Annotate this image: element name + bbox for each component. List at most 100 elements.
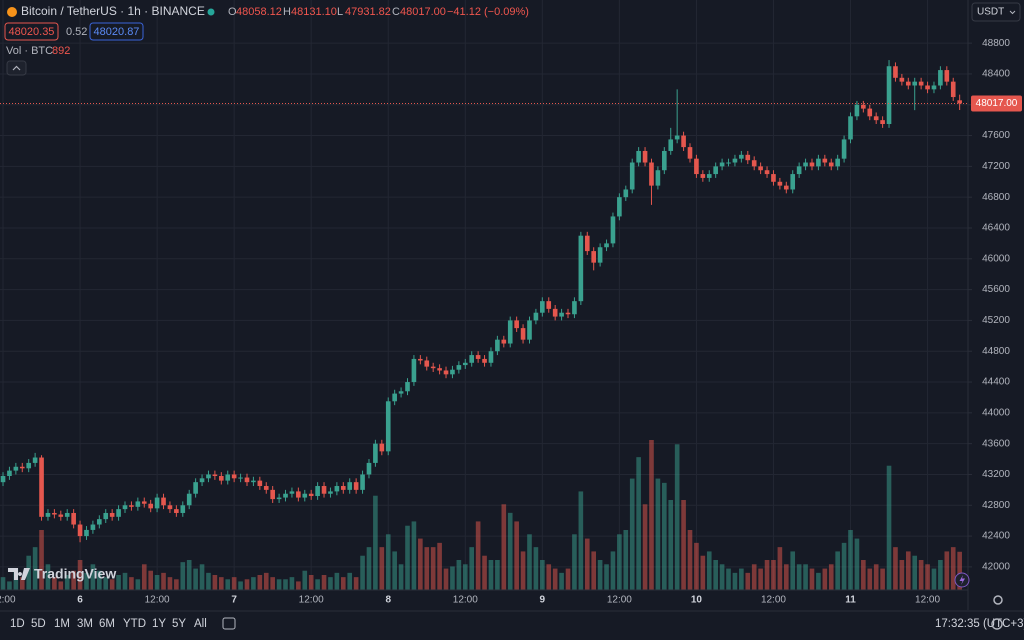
candle-body — [77, 524, 83, 537]
volume-bar — [174, 579, 179, 590]
volume-bar — [739, 568, 744, 590]
volume-bar — [90, 564, 96, 590]
timeframe-button[interactable]: 1M — [54, 618, 70, 630]
candle-body — [694, 158, 699, 175]
candle-body — [13, 466, 19, 471]
y-tick-label: 48800 — [982, 38, 1010, 49]
date-range-button[interactable] — [222, 617, 236, 630]
y-tick-label: 42000 — [982, 562, 1010, 573]
volume-bar — [58, 581, 64, 590]
candle-body — [19, 466, 25, 469]
candle-body — [828, 162, 834, 167]
clock[interactable]: 17:32:35 (UTC+3) — [935, 618, 1024, 630]
volume-bar — [918, 560, 924, 590]
ohlc-key: L — [337, 6, 343, 18]
timeframe-button[interactable]: 1Y — [152, 618, 166, 630]
volume-bar — [629, 478, 635, 590]
candle-body — [225, 474, 231, 481]
bid-price[interactable]: 48020.35 — [9, 26, 55, 38]
candle-body — [97, 519, 102, 525]
volume-bar — [501, 504, 507, 590]
volume-bar — [617, 534, 622, 590]
candle-body — [803, 162, 808, 167]
x-tick-label: 12:00 — [299, 595, 324, 606]
volume-bar — [604, 564, 609, 590]
market-status[interactable] — [207, 8, 215, 16]
volume-bar — [430, 547, 436, 590]
volume-bar — [308, 575, 314, 590]
volume-bar — [116, 575, 121, 590]
volume-bar — [848, 530, 853, 590]
settings-button[interactable] — [993, 595, 1003, 605]
candle-body — [886, 66, 892, 125]
timeframe-button[interactable]: All — [194, 618, 207, 630]
timeframe-button[interactable]: 5D — [31, 618, 46, 630]
volume-bar — [488, 560, 494, 590]
candle-body — [944, 70, 950, 82]
x-tick-label: 12:00 — [145, 595, 170, 606]
candle-body — [623, 189, 629, 198]
candle-body — [597, 247, 603, 263]
timeframe-button[interactable]: 3M — [77, 618, 93, 630]
candle-body — [700, 174, 706, 178]
volume-bar — [97, 570, 102, 590]
volume-bar — [418, 538, 423, 590]
candle-body — [161, 497, 166, 506]
volume-label: Vol · BTC — [6, 45, 53, 57]
candle-body — [276, 497, 282, 500]
candle-body — [726, 162, 731, 164]
candle-body — [135, 501, 141, 507]
candle-body — [263, 486, 269, 490]
candle-body — [771, 174, 776, 182]
candle-body — [45, 512, 51, 517]
candle-body — [366, 462, 372, 475]
currency[interactable]: USDT — [977, 7, 1004, 18]
ask-price[interactable]: 48020.87 — [94, 26, 140, 38]
volume-bar — [148, 570, 153, 590]
candle-body — [514, 320, 519, 329]
candle-body — [777, 181, 783, 186]
ohlc-key: H — [283, 6, 291, 18]
volume-bar — [719, 564, 725, 590]
volume-bar — [809, 568, 815, 590]
y-tick-label: 42400 — [982, 531, 1010, 542]
timeframe-button[interactable]: 6M — [99, 618, 115, 630]
volume-bar — [328, 577, 333, 590]
collapse-button[interactable] — [6, 60, 27, 76]
ohlc-value: 47931.82 — [345, 6, 391, 18]
currency-select[interactable] — [971, 2, 1021, 22]
candle-body — [212, 474, 218, 477]
candle-body — [360, 474, 365, 490]
timeframe-button[interactable]: 5Y — [172, 618, 186, 630]
candle-body — [379, 443, 385, 452]
volume-bar — [77, 560, 83, 590]
logo-text[interactable]: TradingView — [34, 566, 116, 582]
candle-body — [950, 81, 956, 98]
volume-bar — [925, 564, 930, 590]
y-tick-label: 43200 — [982, 469, 1010, 480]
timeframe-button[interactable]: 1D — [10, 618, 25, 630]
volume-bar — [552, 568, 558, 590]
volume-bar — [623, 530, 629, 590]
candle-body — [501, 339, 507, 344]
volume-bar — [681, 500, 686, 590]
volume-bar — [482, 555, 487, 590]
volume-bar — [154, 575, 160, 590]
candle-body — [790, 174, 796, 190]
chart-settings[interactable] — [991, 618, 1003, 630]
timeframe-button[interactable]: YTD — [123, 618, 146, 630]
volume-bar — [437, 542, 442, 590]
volume-bar — [71, 570, 76, 590]
volume-bar — [296, 581, 301, 590]
candle-body — [353, 482, 359, 490]
symbol-title[interactable]: Bitcoin / TetherUS · 1h · BINANCE — [21, 4, 205, 18]
volume-bar — [662, 482, 667, 590]
ask-box[interactable] — [89, 22, 144, 41]
candle-body — [39, 457, 44, 517]
ohlc-key: O — [228, 6, 237, 18]
volume-bar — [861, 560, 866, 590]
volume-bar — [199, 564, 205, 590]
candle-body — [540, 301, 545, 313]
bid-box[interactable] — [4, 22, 59, 41]
